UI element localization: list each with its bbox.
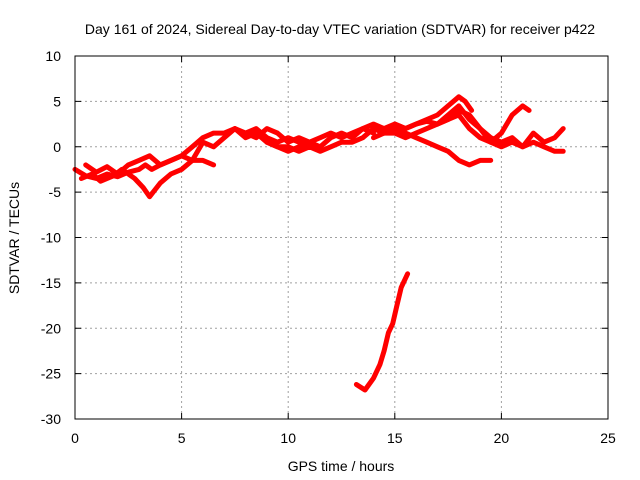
y-tick-label: 0 [53,139,61,155]
x-tick-label: 25 [600,430,616,446]
ticks [74,55,609,420]
x-tick-label: 20 [494,430,510,446]
series-group [72,94,566,393]
y-tick-label: -10 [41,230,61,246]
series-arc-3 [83,126,376,177]
y-tick-label: 5 [53,93,61,109]
y-tick-label: -30 [41,411,61,427]
grid [75,56,608,419]
series-arc-6 [371,126,494,168]
y-tick-label: -5 [49,184,62,200]
chart-title: Day 161 of 2024, Sidereal Day-to-day VTE… [85,21,595,37]
y-tick-label: 10 [45,48,61,64]
y-tick-labels: -30 -25 -20 -15 -10 -5 0 5 10 [41,48,61,427]
x-axis-label: GPS time / hours [288,458,395,474]
y-tick-label: -15 [41,275,61,291]
x-tick-label: 0 [71,430,79,446]
x-tick-label: 10 [280,430,296,446]
series-arc-8 [434,103,566,150]
x-tick-labels: 0 5 10 15 20 25 [71,430,616,446]
x-tick-label: 15 [387,430,403,446]
y-axis-label: SDTVAR / TECUs [6,182,22,294]
series-arc-9 [353,271,411,393]
y-tick-label: -25 [41,366,61,382]
series-arc-4 [243,94,475,145]
y-tick-label: -20 [41,320,61,336]
x-tick-label: 5 [178,430,186,446]
